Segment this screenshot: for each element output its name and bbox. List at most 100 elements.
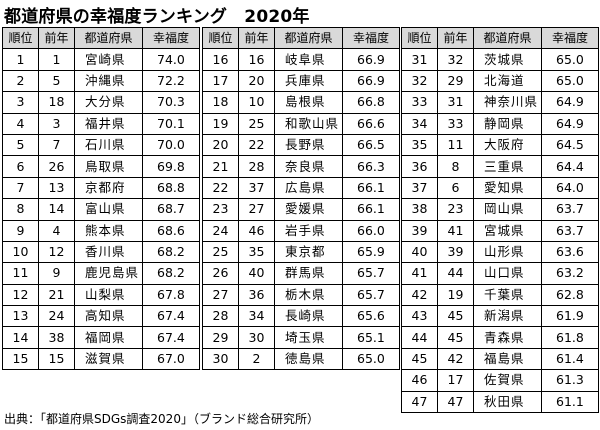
table-row: 12 21 山梨県 67.8: [2, 283, 200, 307]
table-row: 17 20 兵庫県 66.9: [202, 69, 400, 93]
rank-cell: 25: [202, 240, 239, 264]
table-row: 34 33 静岡県 64.9: [401, 112, 599, 135]
table-row: 43 45 新潟県 61.9: [401, 305, 599, 328]
prefecture-cell: 奈良県: [274, 155, 343, 178]
header-prev-year: 前年: [437, 26, 474, 50]
table-row: 23 27 愛媛県 66.1: [202, 198, 400, 221]
table-row: 45 42 福島県 61.4: [401, 347, 599, 371]
table-row: 15 15 滋賀県 67.0: [2, 347, 200, 371]
prev-year-cell: 27: [238, 198, 275, 221]
table-row: 36 8 三重県 64.4: [401, 155, 599, 178]
happiness-cell: 64.5: [541, 133, 599, 157]
prefecture-cell: 山口県: [473, 262, 542, 285]
happiness-cell: 63.6: [541, 240, 599, 264]
rank-cell: 44: [401, 326, 438, 349]
page-title: 都道府県の幸福度ランキング 2020年: [4, 7, 310, 27]
happiness-cell: 66.9: [342, 69, 400, 93]
prefecture-cell: 京都府: [74, 176, 143, 200]
happiness-cell: 61.3: [541, 369, 599, 392]
happiness-cell: 66.8: [342, 91, 400, 114]
prev-year-cell: 1: [38, 48, 75, 71]
prev-year-cell: 45: [437, 305, 474, 328]
table-row: 4 3 福井県 70.1: [2, 112, 200, 135]
header-happiness: 幸福度: [142, 26, 200, 50]
rank-cell: 47: [401, 390, 438, 414]
table-row: 11 9 鹿児島県 68.2: [2, 262, 200, 285]
prefecture-cell: 静岡県: [473, 112, 542, 135]
happiness-cell: 68.2: [142, 262, 200, 285]
happiness-cell: 68.7: [142, 198, 200, 221]
rank-cell: 43: [401, 305, 438, 328]
prev-year-cell: 40: [238, 262, 275, 285]
rank-cell: 30: [202, 347, 239, 371]
happiness-cell: 66.6: [342, 112, 400, 135]
prev-year-cell: 22: [238, 133, 275, 157]
prev-year-cell: 31: [437, 91, 474, 114]
prev-year-cell: 46: [238, 219, 275, 242]
rank-cell: 8: [2, 198, 39, 221]
prefecture-cell: 石川県: [74, 133, 143, 157]
prefecture-cell: 栃木県: [274, 283, 343, 307]
prefecture-cell: 島根県: [274, 91, 343, 114]
prefecture-cell: 徳島県: [274, 347, 343, 371]
rank-cell: 11: [2, 262, 39, 285]
table-row: 22 37 広島県 66.1: [202, 176, 400, 200]
happiness-cell: 67.4: [142, 305, 200, 328]
table-row: 7 13 京都府 68.8: [2, 176, 200, 200]
prev-year-cell: 44: [437, 262, 474, 285]
happiness-cell: 66.9: [342, 48, 400, 71]
prefecture-cell: 北海道: [473, 69, 542, 93]
ranking-table-1: 順位 前年 都道府県 幸福度 1 1 宮崎県 74.0 2 5 沖縄県 72.2 3 18 大分県 7…: [2, 26, 200, 371]
table-row: 24 46 岩手県 66.0: [202, 219, 400, 242]
header-prefecture: 都道府県: [473, 26, 542, 50]
happiness-cell: 65.0: [541, 69, 599, 93]
prefecture-cell: 兵庫県: [274, 69, 343, 93]
table-row: 27 36 栃木県 65.7: [202, 283, 400, 307]
table-row: 29 30 埼玉県 65.1: [202, 326, 400, 349]
prev-year-cell: 4: [38, 219, 75, 242]
table-row: 46 17 佐賀県 61.3: [401, 369, 599, 392]
table-row: 20 22 長野県 66.5: [202, 133, 400, 157]
prev-year-cell: 3: [38, 112, 75, 135]
table-row: 26 40 群馬県 65.7: [202, 262, 400, 285]
prefecture-cell: 大分県: [74, 91, 143, 114]
header-rank: 順位: [2, 26, 39, 50]
prev-year-cell: 9: [38, 262, 75, 285]
table-row: 33 31 神奈川県 64.9: [401, 91, 599, 114]
happiness-cell: 66.1: [342, 176, 400, 200]
prefecture-cell: 香川県: [74, 240, 143, 264]
table-row: 41 44 山口県 63.2: [401, 262, 599, 285]
happiness-cell: 74.0: [142, 48, 200, 71]
rank-cell: 17: [202, 69, 239, 93]
happiness-cell: 70.3: [142, 91, 200, 114]
happiness-cell: 67.0: [142, 347, 200, 371]
rank-cell: 7: [2, 176, 39, 200]
prev-year-cell: 5: [38, 69, 75, 93]
prefecture-cell: 長野県: [274, 133, 343, 157]
prev-year-cell: 2: [238, 347, 275, 371]
prev-year-cell: 34: [238, 305, 275, 328]
header-prev-year: 前年: [38, 26, 75, 50]
prefecture-cell: 宮崎県: [74, 48, 143, 71]
rank-cell: 46: [401, 369, 438, 392]
happiness-cell: 68.6: [142, 219, 200, 242]
table-row: 25 35 東京都 65.9: [202, 240, 400, 264]
rank-cell: 22: [202, 176, 239, 200]
table-row: 30 2 徳島県 65.0: [202, 347, 400, 371]
rank-cell: 16: [202, 48, 239, 71]
table-row: 18 10 島根県 66.8: [202, 91, 400, 114]
happiness-cell: 68.8: [142, 176, 200, 200]
happiness-cell: 65.0: [541, 48, 599, 71]
source-note: 出典：「都道府県SDGs調査2020」（ブランド総合研究所）: [4, 412, 319, 426]
header-happiness: 幸福度: [541, 26, 599, 50]
prev-year-cell: 20: [238, 69, 275, 93]
table-row: 44 45 青森県 61.8: [401, 326, 599, 349]
ranking-tables: 順位 前年 都道府県 幸福度 1 1 宮崎県 74.0 2 5 沖縄県 72.2 3 18 大分県 7…: [0, 26, 600, 414]
prev-year-cell: 18: [38, 91, 75, 114]
happiness-cell: 67.8: [142, 283, 200, 307]
prev-year-cell: 11: [437, 133, 474, 157]
prefecture-cell: 青森県: [473, 326, 542, 349]
table-row: 3 18 大分県 70.3: [2, 91, 200, 114]
rank-cell: 20: [202, 133, 239, 157]
rank-cell: 40: [401, 240, 438, 264]
